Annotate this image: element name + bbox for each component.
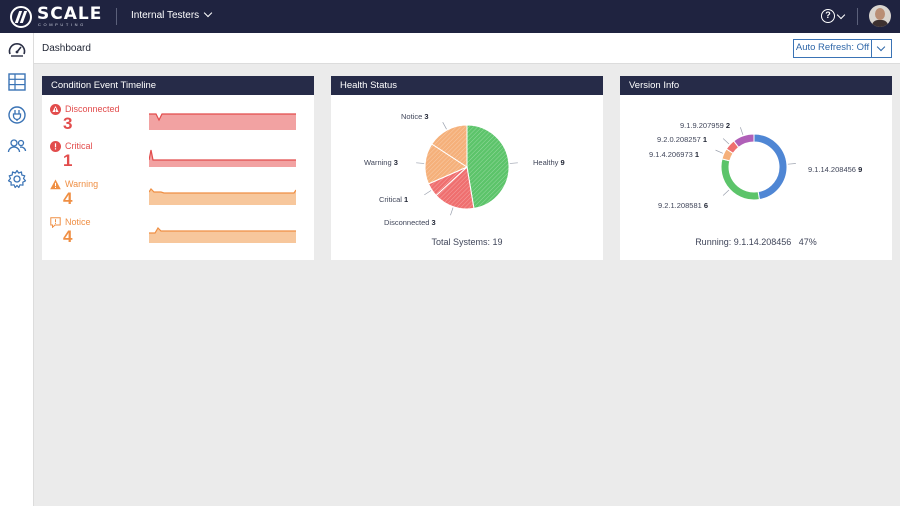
- condition-disconnected[interactable]: Disconnected 3: [50, 102, 300, 138]
- condition-critical[interactable]: Critical 1: [50, 139, 300, 175]
- page-header: Dashboard Auto Refresh: Off: [34, 33, 900, 64]
- pie-label-disconnected: Disconnected 3: [384, 218, 436, 227]
- donut-label-9-1-14: 9.1.14.208456 9: [808, 165, 862, 174]
- health-slice-texture-2: [428, 167, 467, 196]
- health-slice-texture-3: [425, 144, 467, 184]
- version-leader-2: [715, 149, 724, 154]
- running-version: Running: 9.1.14.208456: [695, 237, 792, 247]
- disconnected-sparkline: [149, 113, 296, 130]
- health-status-card: Health Status Notice 3 Warning 3 Critica…: [331, 76, 603, 260]
- donut-label-9-1-4: 9.1.4.206973 1: [649, 150, 699, 159]
- card-title: Version Info: [620, 76, 892, 95]
- health-leader-4: [442, 121, 447, 130]
- alert-icon: [50, 104, 61, 115]
- org-selector[interactable]: Internal Testers: [131, 8, 213, 23]
- condition-name: Notice: [65, 217, 91, 227]
- pie-label-warning: Warning 3: [364, 158, 398, 167]
- topbar-divider: [116, 8, 117, 25]
- notice-sparkline: [149, 227, 296, 243]
- version-info-card: Version Info 9.1.9.207959 2 9.2.0.208257…: [620, 76, 892, 260]
- critical-sparkline: [149, 149, 296, 167]
- condition-name: Critical: [65, 141, 93, 151]
- scale-logo[interactable]: SCALE COMPUTING: [10, 4, 103, 29]
- error-icon: [50, 141, 61, 152]
- health-leader-0: [509, 162, 518, 164]
- chevron-down-icon: [203, 8, 213, 18]
- auto-refresh-button[interactable]: Auto Refresh: Off: [793, 39, 872, 58]
- card-title: Condition Event Timeline: [42, 76, 314, 95]
- total-systems-label: Total Systems: 19: [431, 237, 503, 247]
- condition-warning[interactable]: Warning 4: [50, 177, 300, 213]
- version-leader-1: [722, 189, 730, 196]
- health-leader-2: [424, 190, 432, 196]
- health-slice-texture-0: [467, 125, 510, 209]
- version-leader-0: [787, 163, 796, 165]
- pie-label-healthy: Healthy 9: [533, 158, 565, 167]
- power-plug-icon[interactable]: [7, 105, 27, 125]
- condition-timeline-card: Condition Event Timeline Disconnected 3 …: [42, 76, 314, 260]
- version-donut-chart: 9.1.9.207959 2 9.2.0.208257 1 9.1.4.2069…: [649, 121, 862, 210]
- logo-mark-icon: [10, 6, 32, 28]
- donut-label-9-2-1: 9.2.1.208581 6: [658, 201, 708, 210]
- cluster-list-icon[interactable]: [7, 72, 27, 92]
- pie-label-critical: Critical 1: [379, 195, 408, 204]
- org-selector-label: Internal Testers: [131, 10, 200, 21]
- card-title: Health Status: [331, 76, 603, 95]
- condition-count: 3: [63, 114, 73, 133]
- condition-name: Warning: [65, 179, 99, 189]
- version-slice-0[interactable]: [753, 133, 788, 201]
- version-slice-1[interactable]: [720, 158, 761, 201]
- topbar-divider: [857, 8, 858, 25]
- side-rail: [0, 33, 34, 506]
- logo-word: SCALE: [37, 4, 103, 24]
- help-icon: ?: [821, 9, 835, 23]
- version-leader-3: [722, 138, 730, 145]
- logo-subtitle: COMPUTING: [38, 22, 86, 27]
- top-bar: SCALE COMPUTING Internal Testers ?: [0, 0, 900, 33]
- donut-label-9-2-0: 9.2.0.208257 1: [657, 135, 707, 144]
- donut-label-9-1-9: 9.1.9.207959 2: [680, 121, 730, 130]
- health-pie-chart: Notice 3 Warning 3 Critical 1 Disconnect…: [364, 112, 565, 227]
- condition-count: 4: [63, 227, 73, 246]
- running-percent: 47%: [798, 237, 817, 247]
- condition-count: 4: [63, 189, 73, 208]
- condition-notice[interactable]: Notice 4: [50, 215, 300, 251]
- auto-refresh-dropdown[interactable]: [872, 39, 892, 58]
- notice-icon: [50, 217, 61, 228]
- chevron-down-icon: [876, 42, 886, 52]
- chevron-down-icon: [836, 10, 846, 20]
- health-leader-3: [416, 162, 425, 164]
- version-leader-4: [740, 127, 744, 135]
- help-menu-button[interactable]: ?: [821, 9, 846, 24]
- running-version-label: Running: 9.1.14.208456 47%: [620, 237, 892, 247]
- page-title: Dashboard: [42, 43, 91, 54]
- dashboard-gauge-icon[interactable]: [7, 40, 27, 60]
- gear-icon[interactable]: [7, 169, 27, 189]
- warning-sparkline: [149, 188, 296, 205]
- health-slice-texture-1: [436, 167, 474, 209]
- user-avatar[interactable]: [869, 5, 891, 27]
- version-slice-4[interactable]: [733, 133, 755, 148]
- warning-icon: [50, 179, 61, 190]
- condition-name: Disconnected: [65, 104, 120, 114]
- health-slice-texture-4: [431, 125, 467, 167]
- health-leader-1: [450, 207, 454, 216]
- pie-label-notice: Notice 3: [401, 112, 429, 121]
- condition-count: 1: [63, 151, 73, 170]
- users-icon[interactable]: [7, 136, 27, 156]
